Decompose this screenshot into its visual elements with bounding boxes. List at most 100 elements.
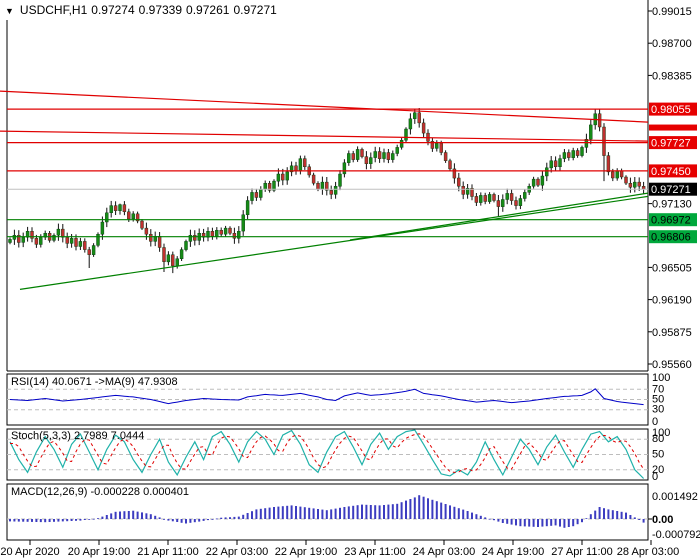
candle-body [474, 196, 479, 203]
candle-body [514, 200, 518, 206]
candle-body [333, 185, 338, 195]
macd-bar [616, 511, 619, 519]
candle-body [21, 237, 25, 243]
candle-body [382, 152, 386, 159]
candle-body [289, 165, 294, 173]
candle-body [12, 235, 17, 240]
macd-bar [374, 505, 377, 519]
macd-bar [453, 506, 456, 519]
candle-body [118, 204, 122, 211]
macd-bar [57, 519, 60, 522]
macd-bar [123, 511, 126, 519]
macd-bar [92, 518, 95, 520]
macd-bar [378, 505, 381, 519]
macd-bar [88, 519, 91, 520]
candle-body [505, 193, 509, 200]
candle-body [496, 200, 501, 207]
macd-bar [567, 519, 570, 527]
dropdown-arrow-icon[interactable]: ▼ [5, 6, 14, 16]
macd-bar [198, 519, 201, 522]
macd-bar [290, 505, 293, 519]
green-trendline-0 [19, 195, 649, 290]
candle-body [140, 220, 144, 229]
rsi-line [9, 388, 644, 406]
macd-panel-border [6, 483, 649, 541]
candle-body [201, 232, 206, 238]
candle-body [241, 214, 245, 232]
macd-bar [361, 504, 363, 519]
candle-body [545, 167, 549, 177]
candle-body [193, 235, 197, 241]
macd-bar [431, 499, 434, 519]
candle-body [131, 213, 135, 220]
rsi-scale-label: 70 [652, 383, 664, 395]
candle-body [562, 152, 567, 159]
candle-body [399, 139, 404, 148]
macd-bar [53, 519, 55, 522]
macd-bar [532, 519, 535, 527]
support-badge [649, 213, 697, 227]
resistance-badge [649, 164, 697, 178]
candle-body [558, 158, 562, 168]
macd-bar [105, 515, 108, 519]
resistance-badge-label: 0.97450 [651, 166, 691, 178]
macd-bar [479, 515, 482, 519]
macd-bar [343, 507, 346, 519]
candle-body [373, 151, 377, 158]
macd-bar [61, 519, 64, 522]
macd-bar [400, 502, 403, 519]
macd-bar [457, 508, 460, 519]
time-axis-label: 22 Apr 03:00 [206, 546, 268, 558]
macd-bar [589, 514, 592, 519]
candle-body [347, 153, 351, 163]
macd-bar [356, 505, 359, 519]
macd-bar [312, 508, 315, 519]
macd-bar [387, 504, 390, 519]
macd-bar [603, 508, 605, 519]
candle-body [404, 128, 408, 141]
candle-body [223, 227, 228, 235]
macd-bar [259, 508, 262, 519]
macd-bar [79, 519, 82, 521]
macd-bar [625, 512, 627, 519]
candle-body [281, 173, 285, 181]
macd-bar [127, 511, 130, 519]
macd-bar [369, 505, 372, 519]
price-tick-label: 0.98385 [652, 70, 692, 82]
symbol-period-label: USDCHF,H1 [19, 3, 88, 17]
candle-body [96, 233, 100, 246]
stoch-scale-label: 20 [652, 464, 664, 476]
macd-bar [176, 519, 179, 522]
candle-body [105, 212, 109, 223]
candle-body [492, 194, 496, 201]
candle-body [320, 181, 325, 190]
candle-body [342, 162, 347, 175]
candle-body [122, 204, 127, 213]
macd-bar [185, 519, 187, 524]
stoch-label: Stoch(5,3,3) 2.7989 7.0444 [11, 430, 145, 442]
macd-bar [202, 519, 205, 521]
macd-bar [295, 506, 297, 519]
candle-body [575, 150, 580, 156]
macd-bar [493, 519, 495, 521]
macd-bar [299, 506, 302, 519]
candle-body [531, 178, 536, 187]
candle-body [311, 174, 316, 184]
candle-body [567, 152, 571, 158]
green-trendline-1 [349, 192, 649, 241]
ohlc-high: 0.97339 [138, 3, 183, 17]
price-tick-label: 0.99015 [652, 6, 692, 18]
macd-bar [39, 519, 42, 523]
resistance-badge [649, 136, 697, 150]
price-tick-label: 0.97130 [652, 199, 692, 211]
candle-body [536, 178, 540, 186]
candle-body [571, 150, 575, 158]
candle-body [479, 195, 483, 203]
price-tick-label: 0.95560 [652, 359, 692, 371]
macd-bar [220, 517, 223, 519]
candle-body [43, 232, 47, 238]
ohlc-close: 0.97271 [233, 3, 277, 17]
macd-bar [585, 518, 588, 519]
macd-bar [598, 507, 601, 519]
